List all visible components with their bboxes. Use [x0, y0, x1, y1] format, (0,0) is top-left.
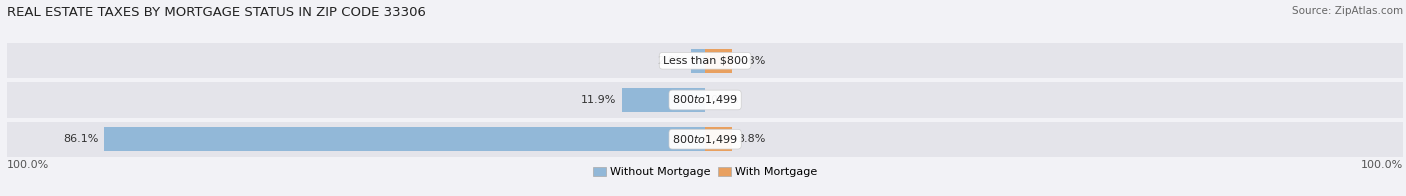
Text: $800 to $1,499: $800 to $1,499 — [672, 133, 738, 146]
Bar — [7, 82, 1403, 118]
Text: Less than $800: Less than $800 — [662, 56, 748, 66]
Legend: Without Mortgage, With Mortgage: Without Mortgage, With Mortgage — [588, 163, 823, 182]
Bar — [621, 88, 706, 112]
Bar — [104, 127, 706, 151]
Text: 100.0%: 100.0% — [7, 160, 49, 170]
Text: $800 to $1,499: $800 to $1,499 — [672, 93, 738, 106]
Text: 3.8%: 3.8% — [737, 56, 766, 66]
Bar — [7, 122, 1403, 157]
Text: 2.0%: 2.0% — [657, 56, 686, 66]
Text: 0.0%: 0.0% — [710, 95, 740, 105]
Bar — [706, 127, 731, 151]
Text: 86.1%: 86.1% — [63, 134, 98, 144]
Text: REAL ESTATE TAXES BY MORTGAGE STATUS IN ZIP CODE 33306: REAL ESTATE TAXES BY MORTGAGE STATUS IN … — [7, 6, 426, 19]
Text: Source: ZipAtlas.com: Source: ZipAtlas.com — [1292, 6, 1403, 16]
Bar — [7, 43, 1403, 78]
Text: 3.8%: 3.8% — [737, 134, 766, 144]
Bar — [692, 49, 706, 73]
Text: 100.0%: 100.0% — [1361, 160, 1403, 170]
Text: 11.9%: 11.9% — [581, 95, 616, 105]
Bar — [706, 49, 731, 73]
